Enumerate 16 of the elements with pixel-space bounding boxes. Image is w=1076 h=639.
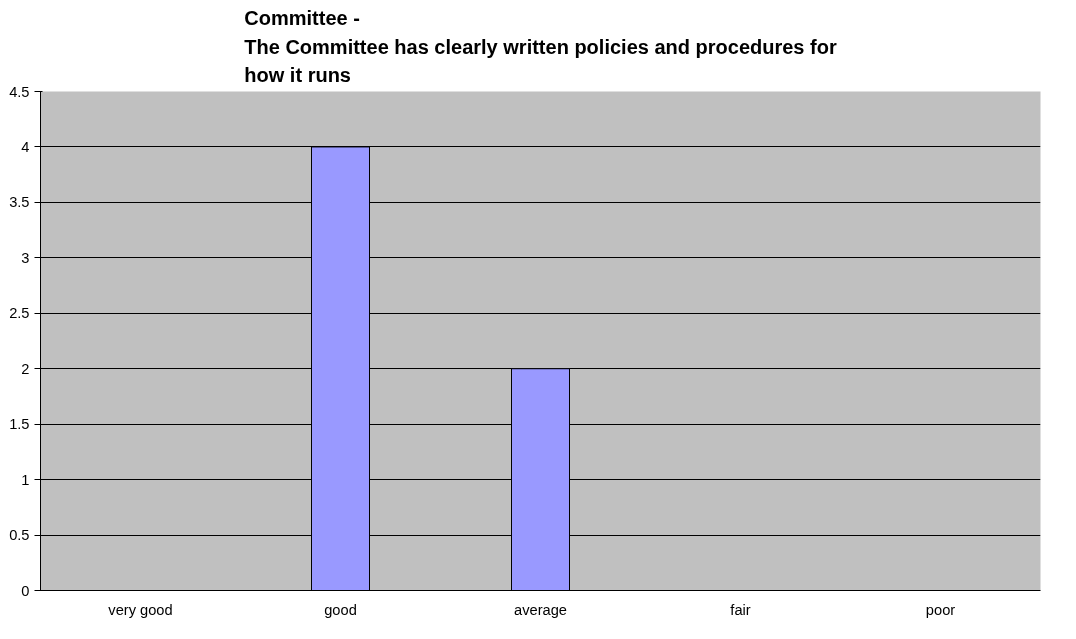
y-tick-label: 4.5 (9, 83, 30, 100)
x-tick-label: very good (108, 601, 173, 618)
y-tick-label: 0 (21, 582, 30, 599)
y-tick-label: 1.5 (9, 416, 30, 433)
y-tick-label: 2.5 (9, 305, 30, 322)
y-tick-label: 0.5 (9, 527, 30, 544)
x-tick-label: good (324, 601, 357, 618)
chart-title: Committee - The Committee has clearly written policies and procedures for how it runs (244, 7, 837, 87)
y-tick-label: 2 (21, 360, 30, 377)
x-tick-label: average (514, 601, 567, 618)
x-tick-label: poor (925, 601, 956, 618)
y-tick-label: 4 (21, 138, 30, 155)
y-tick-label: 3.5 (9, 194, 30, 211)
y-tick-label: 3 (21, 249, 30, 266)
x-tick-label: fair (730, 601, 751, 618)
y-tick-label: 1 (21, 471, 30, 488)
